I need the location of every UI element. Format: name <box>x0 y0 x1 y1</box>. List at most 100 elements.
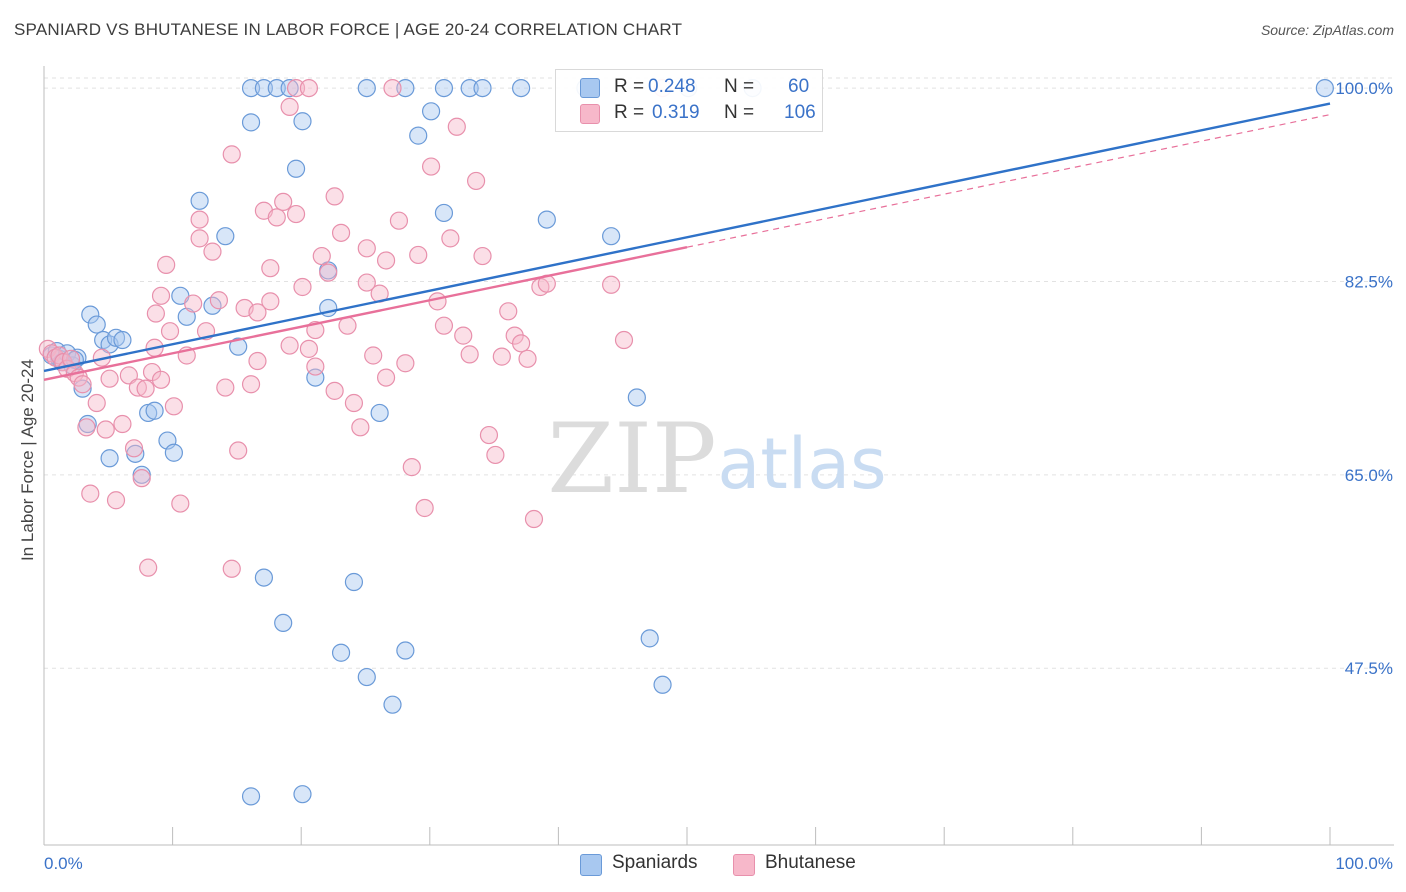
spaniards-point <box>537 210 556 229</box>
spaniards-point <box>473 78 492 98</box>
bhutanese-point <box>293 277 312 297</box>
bhutanese-point <box>518 349 537 368</box>
source-credit: Source: ZipAtlas.com <box>1260 22 1394 38</box>
bhutanese-point <box>274 192 293 212</box>
spaniards-point <box>383 695 402 714</box>
y-tick-label: 82.5% <box>1345 272 1393 291</box>
bhutanese-point <box>280 336 299 355</box>
data-points <box>38 78 1334 806</box>
bhutanese-point <box>132 469 151 488</box>
bhutanese-point <box>344 393 364 413</box>
spaniards-point <box>396 78 415 98</box>
bhutanese-point <box>96 420 115 439</box>
bhutanese-point <box>499 302 518 321</box>
watermark-atlas: atlas <box>717 423 886 505</box>
bhutanese-point <box>357 273 376 292</box>
bhutanese-point <box>286 204 306 224</box>
spaniards-point <box>653 675 672 694</box>
x-tick-label: 0.0% <box>44 854 83 873</box>
spaniards-point <box>434 203 454 223</box>
bhutanese-point <box>261 259 280 278</box>
bhutanese-point <box>524 509 544 529</box>
bhutanese-point <box>286 78 306 98</box>
n-label: N = <box>724 76 755 97</box>
bhutanese-point <box>473 246 492 266</box>
bhutanese-point <box>209 291 228 310</box>
spaniards-point <box>274 613 293 633</box>
bhutanese-point <box>299 78 319 98</box>
spaniards-point <box>640 629 659 648</box>
spaniards-point <box>344 572 364 592</box>
bhutanese-point <box>222 559 241 578</box>
bhutanese-point <box>160 322 180 341</box>
bhutanese-point <box>190 229 209 248</box>
bhutanese-point <box>383 78 402 98</box>
bhutanese-point <box>602 275 621 294</box>
spaniards-trend-line <box>43 102 1331 373</box>
bhutanese-point <box>261 292 280 311</box>
grid-lines <box>44 77 1394 669</box>
spaniards-swatch <box>580 78 600 98</box>
bhutanese-point <box>113 414 132 434</box>
bhutanese-point <box>241 375 261 394</box>
spaniards-point <box>293 785 312 804</box>
bhutanese-point <box>146 304 165 323</box>
bhutanese-point <box>128 378 147 397</box>
spaniards-point <box>81 305 100 324</box>
bhutanese-point <box>151 370 171 389</box>
bhutanese-point <box>364 346 383 365</box>
bhutanese-point <box>184 294 203 313</box>
spaniards-point <box>357 667 376 687</box>
spaniards-point <box>267 78 286 98</box>
bhutanese-point <box>164 397 183 416</box>
spaniards-point <box>73 379 92 398</box>
spaniards-point <box>164 443 183 462</box>
trend-lines <box>43 102 1331 381</box>
spaniards-point <box>113 330 132 350</box>
tick-labels: 100.0% 82.5% 65.0% 47.5% 0.0% 100.0% <box>44 79 1393 873</box>
bhutanese-point <box>216 378 235 397</box>
axes <box>43 66 1394 846</box>
spaniards-point <box>254 568 274 587</box>
bhutanese-point <box>229 441 248 460</box>
bhutanese-point <box>492 347 511 366</box>
bhutanese-point <box>447 117 466 136</box>
spaniards-point <box>286 159 306 178</box>
bhutanese-point <box>77 418 96 437</box>
chart-title: SPANIARD VS BHUTANESE IN LABOR FORCE | A… <box>14 20 683 39</box>
spaniards-point <box>87 315 106 334</box>
spaniards-point <box>460 78 479 98</box>
spaniards-point <box>370 403 389 423</box>
watermark: ZIP atlas <box>547 403 886 515</box>
r-label: R = <box>614 76 645 97</box>
bhutanese-point <box>157 255 176 274</box>
bhutanese-point <box>203 242 222 261</box>
bhutanese-point <box>428 292 447 311</box>
bhutanese-point <box>512 334 531 353</box>
spaniards-point <box>241 78 261 98</box>
r-label: R = <box>614 102 645 123</box>
bhutanese-point <box>409 245 428 265</box>
spaniards-point <box>216 227 235 246</box>
r-value: 0.319 <box>652 102 700 123</box>
n-value: 60 <box>788 76 810 97</box>
spaniards-point <box>1315 78 1334 98</box>
bhutanese-point <box>396 354 415 373</box>
bhutanese-point <box>106 491 126 510</box>
bhutanese-point <box>171 494 190 513</box>
bhutanese-swatch <box>733 854 755 876</box>
x-tick-label: 100.0% <box>1335 854 1393 873</box>
bhutanese-point <box>248 351 267 371</box>
bhutanese-point <box>486 445 505 465</box>
bhutanese-trend-extension <box>686 114 1331 248</box>
bhutanese-point <box>139 558 158 577</box>
bhutanese-point <box>119 366 138 385</box>
bhutanese-point <box>479 425 499 445</box>
spaniards-point <box>602 227 621 246</box>
bhutanese-point <box>454 326 473 345</box>
spaniards-point <box>241 787 261 806</box>
bhutanese-point <box>280 97 299 116</box>
spaniards-point <box>434 78 454 98</box>
bhutanese-point <box>81 484 100 503</box>
spaniards-point <box>280 78 299 98</box>
